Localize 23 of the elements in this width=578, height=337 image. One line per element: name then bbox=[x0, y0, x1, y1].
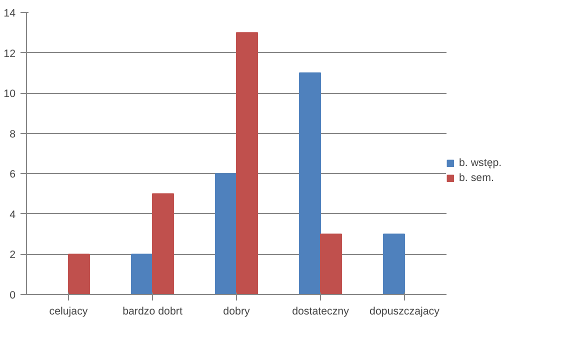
bar bbox=[152, 193, 174, 294]
legend-label: b. wstęp. bbox=[459, 157, 502, 169]
x-tick-label: bardzo dobrt bbox=[122, 306, 182, 318]
y-tick-label: 10 bbox=[4, 88, 16, 100]
x-tick-label: dobry bbox=[223, 306, 250, 318]
bar bbox=[320, 234, 342, 294]
x-tick-label: celujacy bbox=[49, 306, 88, 318]
bar bbox=[131, 254, 153, 294]
x-tick-label: dostateczny bbox=[292, 306, 350, 318]
y-tick-label: 0 bbox=[10, 290, 16, 302]
y-tick-label: 4 bbox=[10, 208, 16, 221]
bar bbox=[215, 173, 237, 294]
y-tick-label: 14 bbox=[4, 8, 16, 20]
legend-label: b. sem. bbox=[459, 172, 494, 184]
bar bbox=[236, 32, 258, 294]
x-tick-label: dopuszczajacy bbox=[370, 306, 440, 318]
y-tick-label: 12 bbox=[4, 48, 16, 60]
y-tick-label: 6 bbox=[10, 168, 16, 181]
bar bbox=[383, 234, 405, 294]
y-tick-label: 2 bbox=[10, 249, 16, 262]
bar bbox=[299, 72, 321, 294]
y-tick-label: 8 bbox=[10, 128, 16, 140]
bar bbox=[68, 254, 90, 294]
